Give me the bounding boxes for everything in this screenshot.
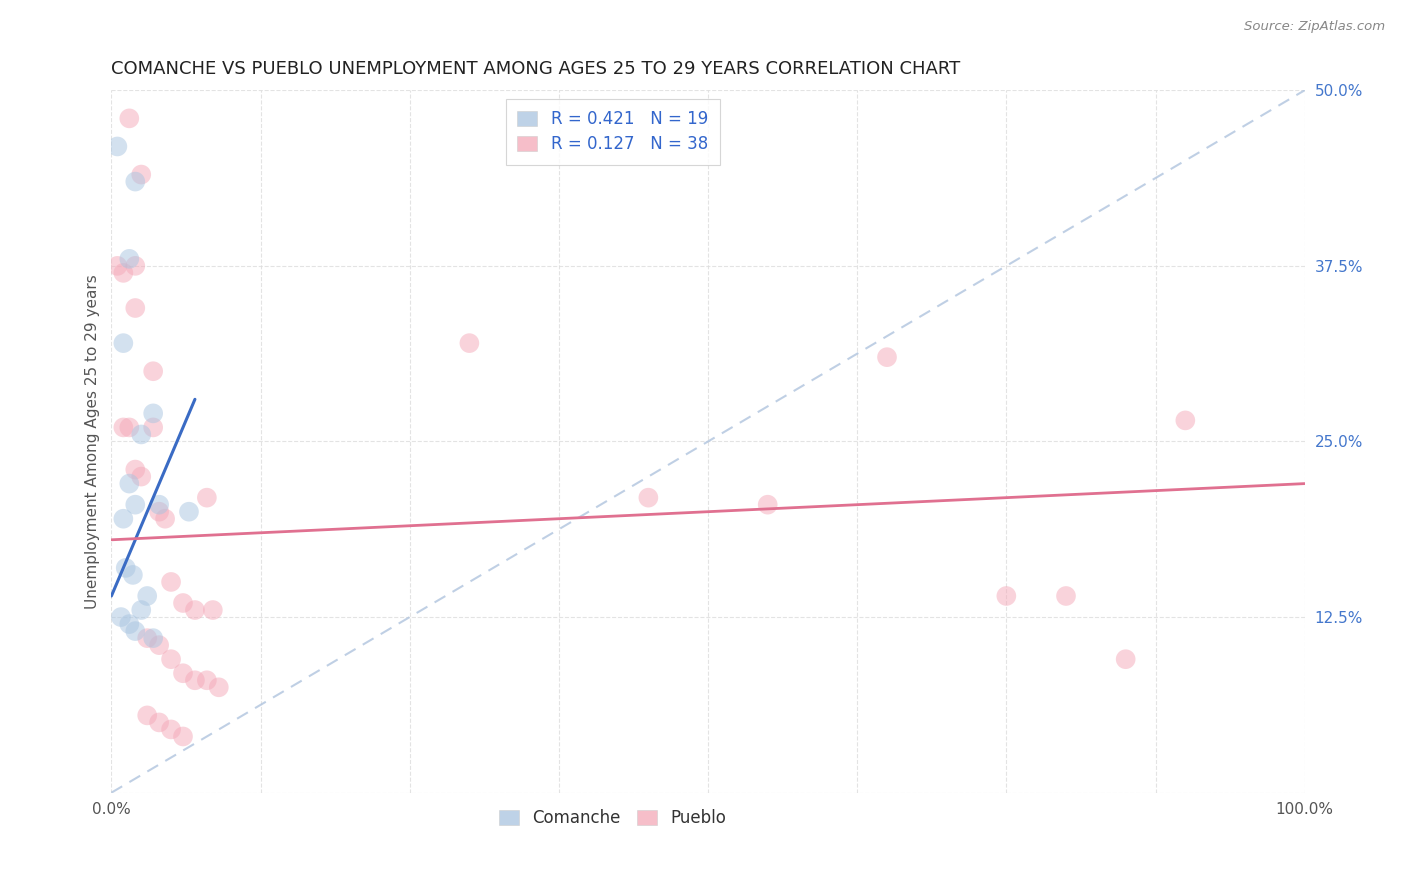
Point — [172, 666, 194, 681]
Point — [112, 266, 135, 280]
Point — [208, 681, 231, 695]
Point — [118, 252, 141, 266]
Point — [129, 603, 152, 617]
Point — [148, 505, 170, 519]
Point — [112, 336, 135, 351]
Point — [112, 420, 135, 434]
Point — [172, 596, 194, 610]
Point — [172, 730, 194, 744]
Text: Source: ZipAtlas.com: Source: ZipAtlas.com — [1244, 20, 1385, 33]
Point — [114, 561, 136, 575]
Point — [148, 638, 170, 652]
Point — [142, 406, 165, 420]
Point — [995, 589, 1018, 603]
Point — [124, 462, 146, 476]
Point — [118, 420, 141, 434]
Point — [118, 617, 141, 632]
Point — [129, 168, 152, 182]
Point — [122, 568, 145, 582]
Point — [160, 652, 183, 666]
Point — [148, 715, 170, 730]
Point — [160, 723, 183, 737]
Point — [756, 498, 779, 512]
Point — [160, 574, 183, 589]
Point — [124, 259, 146, 273]
Text: COMANCHE VS PUEBLO UNEMPLOYMENT AMONG AGES 25 TO 29 YEARS CORRELATION CHART: COMANCHE VS PUEBLO UNEMPLOYMENT AMONG AG… — [111, 60, 960, 78]
Point — [124, 498, 146, 512]
Y-axis label: Unemployment Among Ages 25 to 29 years: Unemployment Among Ages 25 to 29 years — [86, 274, 100, 609]
Point — [876, 350, 898, 364]
Legend: Comanche, Pueblo: Comanche, Pueblo — [492, 802, 733, 833]
Point — [148, 498, 170, 512]
Point — [129, 427, 152, 442]
Point — [105, 139, 128, 153]
Point — [118, 476, 141, 491]
Point — [136, 589, 159, 603]
Point — [136, 631, 159, 645]
Point — [124, 175, 146, 189]
Point — [142, 420, 165, 434]
Point — [124, 624, 146, 639]
Point — [458, 336, 481, 351]
Point — [112, 512, 135, 526]
Point — [118, 112, 141, 126]
Point — [124, 301, 146, 315]
Point — [153, 512, 176, 526]
Point — [1054, 589, 1077, 603]
Point — [184, 603, 207, 617]
Point — [142, 364, 165, 378]
Point — [1115, 652, 1137, 666]
Point — [637, 491, 659, 505]
Point — [142, 631, 165, 645]
Point — [177, 505, 200, 519]
Point — [195, 491, 218, 505]
Point — [1174, 413, 1197, 427]
Point — [129, 469, 152, 483]
Point — [105, 259, 128, 273]
Point — [201, 603, 224, 617]
Point — [184, 673, 207, 688]
Point — [136, 708, 159, 723]
Point — [195, 673, 218, 688]
Point — [110, 610, 132, 624]
